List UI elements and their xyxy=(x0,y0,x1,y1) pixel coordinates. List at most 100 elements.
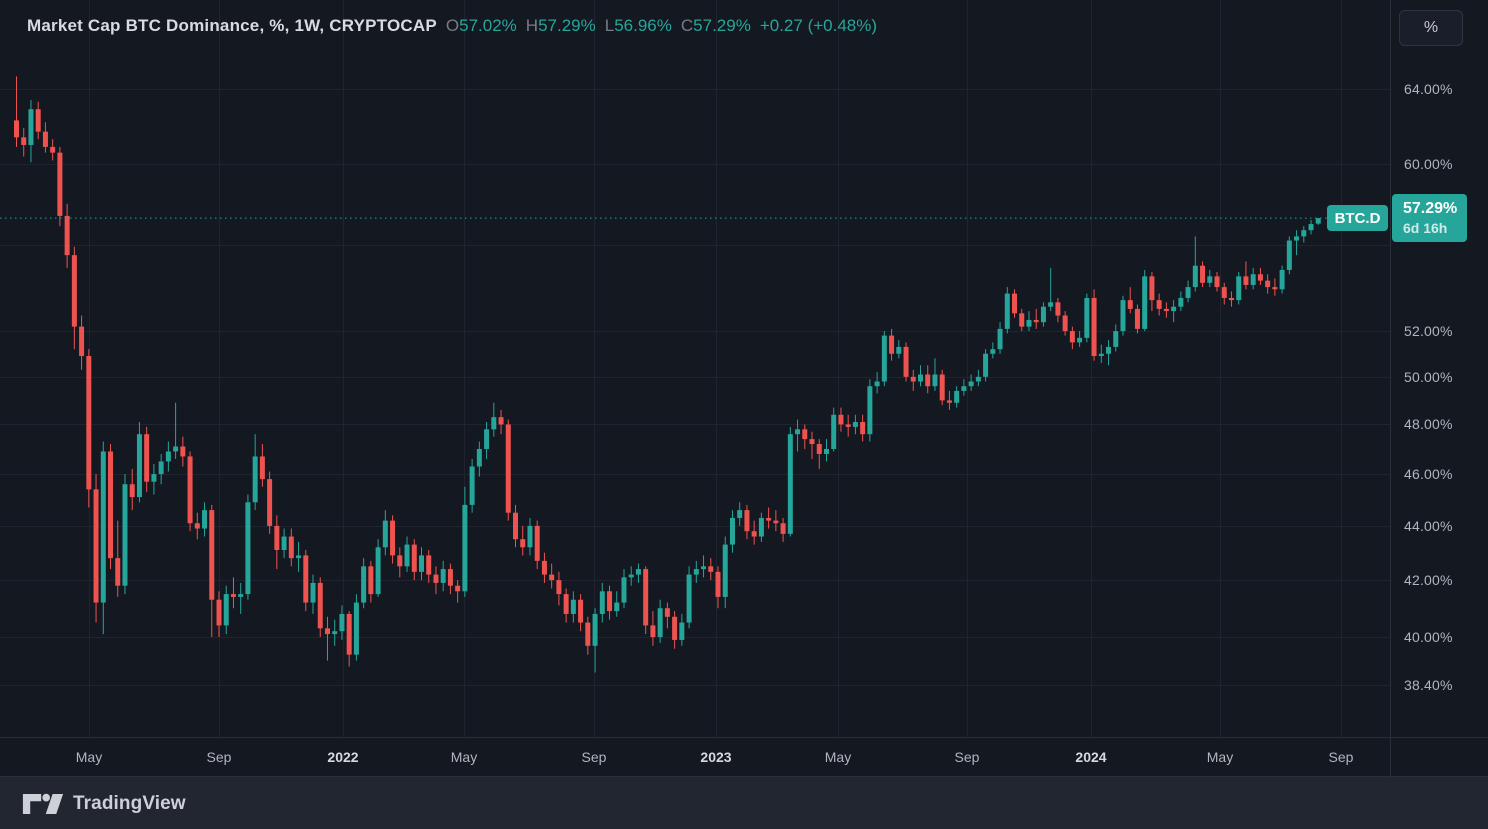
candle-up xyxy=(1098,344,1104,363)
candle-down xyxy=(802,424,808,449)
candle-down xyxy=(708,558,714,581)
candle-down xyxy=(108,444,114,570)
candle-up xyxy=(100,441,106,635)
price-tick-label: 38.40% xyxy=(1404,676,1453,693)
candle-up xyxy=(621,569,627,609)
candle-up xyxy=(729,510,735,553)
candle-up xyxy=(310,574,316,614)
candle-up xyxy=(1106,340,1112,366)
candle-up xyxy=(1171,300,1177,323)
candle-up xyxy=(975,369,981,387)
candle-down xyxy=(1243,261,1249,290)
candle-up xyxy=(983,349,989,382)
candle-down xyxy=(86,349,92,508)
candle-up xyxy=(339,605,345,640)
candle-down xyxy=(35,101,41,140)
candle-up xyxy=(867,379,873,442)
candle-down xyxy=(324,616,330,661)
price-tick-label: 46.00% xyxy=(1404,466,1453,483)
candle-up xyxy=(1142,269,1148,332)
candle-up xyxy=(1294,230,1300,256)
candle-up xyxy=(332,619,338,646)
candle-down xyxy=(1214,272,1220,292)
candle-down xyxy=(585,616,591,655)
candle-down xyxy=(889,328,895,361)
time-tick-label-month: May xyxy=(450,749,478,765)
candle-up xyxy=(722,536,728,609)
price-tick-label: 44.00% xyxy=(1404,517,1453,534)
candle-down xyxy=(317,577,323,638)
candle-down xyxy=(1149,272,1155,312)
candle-down xyxy=(71,246,77,350)
time-scale[interactable]: May Sep 2022 May Sep 2023 May Sep 2024 May Sep xyxy=(0,737,1488,778)
candle-down xyxy=(455,580,461,603)
candle-down xyxy=(773,510,779,532)
candle-up xyxy=(469,458,475,513)
candle-down xyxy=(64,203,70,268)
price-tick-label: 42.00% xyxy=(1404,572,1453,589)
candle-down xyxy=(541,552,547,583)
percent-unit-button[interactable]: % xyxy=(1399,10,1463,46)
candle-up xyxy=(404,536,410,572)
candle-up xyxy=(693,560,699,583)
candle-up xyxy=(954,386,960,408)
candle-up xyxy=(462,486,468,597)
candle-down xyxy=(57,146,63,227)
change-value: +0.27 (+0.48%) xyxy=(759,16,878,35)
candle-down xyxy=(115,520,121,597)
candle-up xyxy=(245,494,251,600)
tradingview-logo-link[interactable]: TradingView xyxy=(22,792,186,816)
candle-up xyxy=(961,379,967,396)
candle-down xyxy=(433,566,439,595)
candlestick-chart xyxy=(0,0,1390,737)
time-tick-label-month: May xyxy=(75,749,103,765)
candle-down xyxy=(939,369,945,406)
candle-down xyxy=(447,563,453,595)
candle-up xyxy=(968,374,974,391)
candle-up xyxy=(1084,293,1090,343)
candle-down xyxy=(42,122,48,153)
candle-down xyxy=(816,439,822,470)
candle-up xyxy=(173,402,179,459)
candle-up xyxy=(758,512,764,542)
current-price-value: 57.29% xyxy=(1403,200,1458,217)
candle-down xyxy=(534,520,540,570)
candle-down xyxy=(607,585,613,620)
candle-up xyxy=(1301,226,1307,243)
candle-down xyxy=(303,549,309,612)
grid-lines xyxy=(0,0,1390,737)
candle-up xyxy=(1279,265,1285,294)
candle-down xyxy=(556,571,562,606)
candle-down xyxy=(1127,287,1133,314)
candle-down xyxy=(259,444,265,487)
candle-down xyxy=(910,369,916,391)
candle-up xyxy=(202,502,208,537)
candle-up xyxy=(686,566,692,629)
candle-up xyxy=(932,358,938,391)
candle-down xyxy=(411,539,417,581)
candle-up xyxy=(592,608,598,673)
candle-down xyxy=(187,451,193,532)
candle-up xyxy=(375,539,381,597)
candle-down xyxy=(809,431,815,459)
candle-up xyxy=(679,613,685,646)
candle-down xyxy=(744,504,750,540)
candle-up xyxy=(657,599,663,643)
candle-up xyxy=(997,322,1003,354)
time-tick-label-month: Sep xyxy=(581,749,607,765)
chart-canvas[interactable]: Market Cap BTC Dominance, %, 1W, CRYPTOC… xyxy=(0,0,1390,737)
candle-down xyxy=(390,515,396,564)
candle-up xyxy=(599,582,605,623)
candle-down xyxy=(715,566,721,609)
time-tick-label-month: Sep xyxy=(954,749,980,765)
candle-up xyxy=(491,402,497,437)
price-scale[interactable]: % 64.00% 60.00% 52.00% 50.00% 48.00% 46.00% 44… xyxy=(1390,0,1488,777)
candle-down xyxy=(520,525,526,556)
candle-down xyxy=(1163,302,1169,318)
current-price-label: 57.29% 6d 16h xyxy=(1392,194,1467,242)
candle-down xyxy=(180,436,186,467)
candle-down xyxy=(513,504,519,548)
candle-up xyxy=(737,502,743,526)
candle-down xyxy=(751,520,757,545)
candle-down xyxy=(925,365,931,394)
